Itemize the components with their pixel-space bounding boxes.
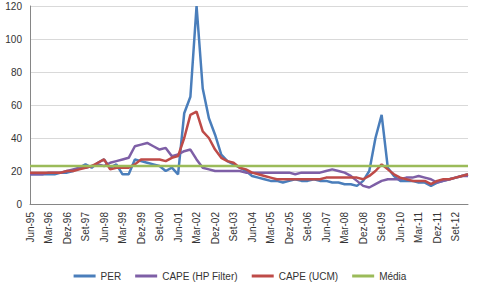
- svg-text:Mar-05: Mar-05: [265, 212, 276, 244]
- svg-text:CAPE (HP Filter): CAPE (HP Filter): [162, 271, 237, 282]
- svg-text:Mar-08: Mar-08: [339, 212, 350, 244]
- svg-text:Jun-04: Jun-04: [247, 212, 258, 243]
- svg-text:Set-06: Set-06: [302, 212, 313, 242]
- svg-text:Dez-08: Dez-08: [358, 212, 369, 245]
- svg-text:Set-00: Set-00: [154, 212, 165, 242]
- svg-text:100: 100: [5, 34, 22, 45]
- svg-text:Jun-07: Jun-07: [321, 212, 332, 243]
- svg-text:Set-09: Set-09: [376, 212, 387, 242]
- svg-text:Dez-99: Dez-99: [136, 212, 147, 245]
- svg-text:Set-12: Set-12: [450, 212, 461, 242]
- svg-text:Média: Média: [379, 271, 407, 282]
- svg-text:Dez-02: Dez-02: [210, 212, 221, 245]
- svg-text:40: 40: [11, 133, 23, 144]
- svg-text:Mar-99: Mar-99: [117, 212, 128, 244]
- svg-text:Dez-11: Dez-11: [432, 212, 443, 244]
- svg-text:Set-03: Set-03: [228, 212, 239, 242]
- svg-text:Jun-01: Jun-01: [173, 212, 184, 243]
- svg-text:CAPE (UCM): CAPE (UCM): [279, 271, 338, 282]
- svg-text:Jun-10: Jun-10: [395, 212, 406, 243]
- svg-text:Dez-96: Dez-96: [62, 212, 73, 245]
- svg-text:Mar-96: Mar-96: [43, 212, 54, 244]
- svg-text:0: 0: [16, 199, 22, 210]
- svg-text:20: 20: [11, 166, 23, 177]
- svg-text:Jun-98: Jun-98: [99, 212, 110, 243]
- svg-text:80: 80: [11, 67, 23, 78]
- svg-text:Dez-05: Dez-05: [284, 212, 295, 245]
- svg-text:Mar-11: Mar-11: [413, 212, 424, 243]
- svg-text:Mar-02: Mar-02: [191, 212, 202, 244]
- svg-text:PER: PER: [101, 271, 122, 282]
- svg-text:Jun-95: Jun-95: [25, 212, 36, 243]
- svg-text:120: 120: [5, 1, 22, 12]
- svg-text:Set-97: Set-97: [80, 212, 91, 242]
- svg-text:60: 60: [11, 100, 23, 111]
